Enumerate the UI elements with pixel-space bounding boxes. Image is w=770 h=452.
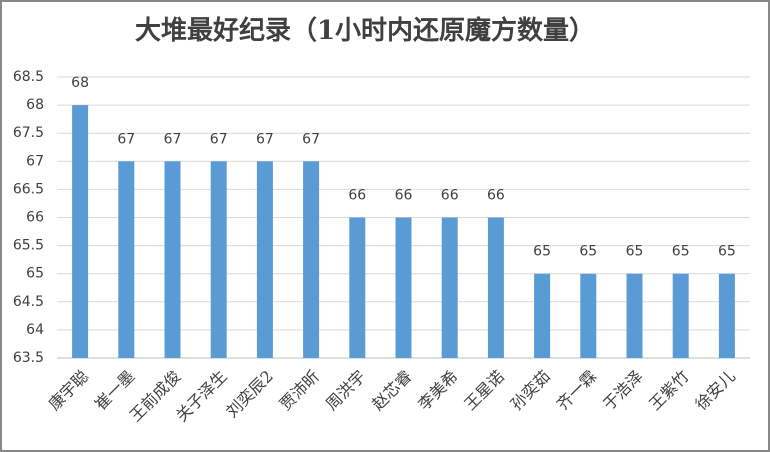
data-label: 65 [626,244,644,260]
data-label: 66 [395,188,413,204]
bar [72,105,89,358]
data-label: 66 [487,188,505,204]
data-label: 65 [579,244,597,260]
y-tick-label: 64.5 [13,294,44,310]
y-tick-label: 65 [26,266,44,282]
bar [303,161,320,358]
bar [164,161,181,358]
data-label: 65 [718,244,736,260]
data-label: 67 [117,131,135,147]
chart-title: 大堆最好纪录（1小时内还原魔方数量） [135,15,595,46]
data-label: 65 [672,244,690,260]
y-tick-label: 68 [26,97,44,113]
bar [718,273,735,358]
data-label: 66 [441,188,459,204]
bar [580,273,597,358]
y-tick-label: 63.5 [13,350,44,366]
y-tick-label: 68.5 [13,69,44,85]
y-tick-label: 67 [26,153,44,169]
data-label: 65 [533,244,551,260]
bar [534,273,551,358]
bar [118,161,135,358]
data-label: 67 [256,131,274,147]
y-tick-label: 66.5 [13,181,44,197]
data-label: 67 [164,131,182,147]
bar [256,161,273,358]
bar [626,273,643,358]
y-tick-label: 64 [26,322,44,338]
bar [395,217,412,358]
data-label: 67 [302,131,320,147]
bar [672,273,689,358]
bar [210,161,227,358]
data-label: 67 [210,131,228,147]
y-tick-label: 67.5 [13,125,44,141]
data-label: 66 [348,188,366,204]
data-label: 68 [71,75,89,91]
bar [441,217,458,358]
bar [349,217,366,358]
y-tick-label: 66 [26,210,44,226]
bar [487,217,504,358]
y-tick-label: 65.5 [13,238,44,254]
